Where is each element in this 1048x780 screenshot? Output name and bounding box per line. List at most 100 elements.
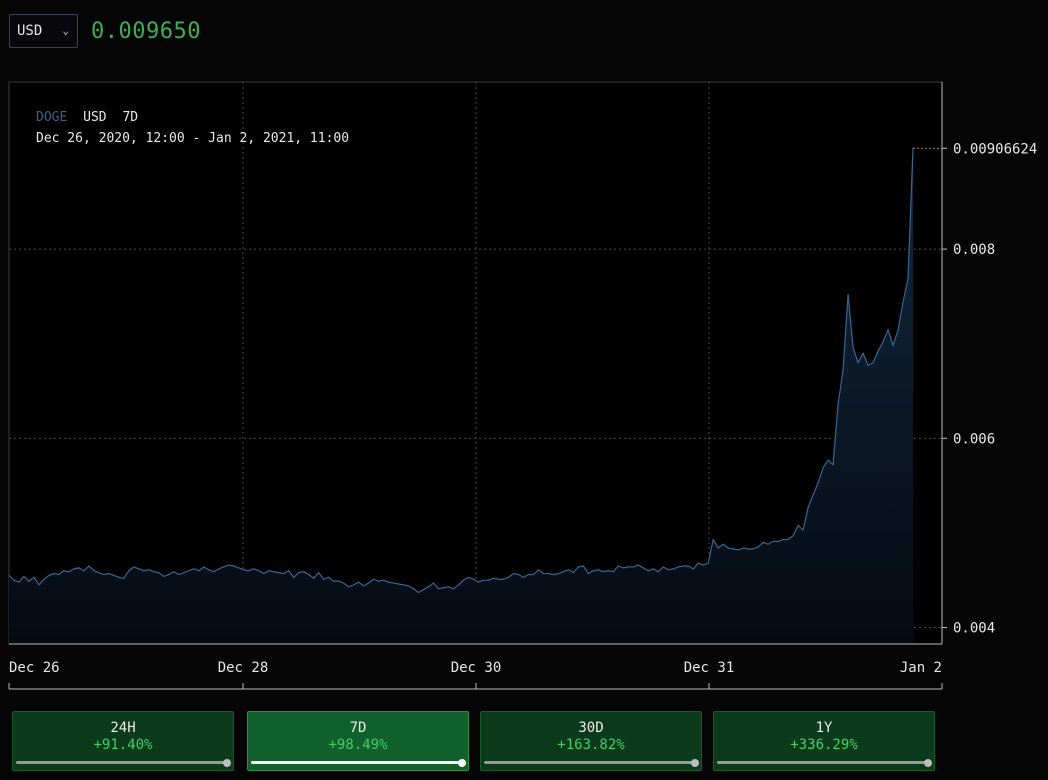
data-point bbox=[712, 538, 714, 541]
data-point bbox=[13, 579, 15, 581]
y-tick-label: 0.004 bbox=[953, 621, 995, 637]
data-point bbox=[68, 571, 70, 573]
data-point bbox=[627, 566, 629, 568]
range-slider-track[interactable] bbox=[251, 758, 466, 767]
data-point bbox=[38, 584, 40, 586]
data-point bbox=[28, 580, 30, 582]
chart-symbol: DOGE bbox=[36, 110, 67, 125]
range-slider-track[interactable] bbox=[16, 758, 231, 767]
currency-select[interactable]: USD ⌄ bbox=[9, 14, 78, 48]
data-point bbox=[243, 569, 245, 571]
data-point bbox=[303, 571, 305, 573]
data-point bbox=[123, 577, 125, 579]
data-point bbox=[462, 579, 465, 581]
data-point bbox=[93, 570, 95, 572]
data-point bbox=[857, 362, 859, 364]
price-area bbox=[8, 147, 914, 644]
data-point bbox=[612, 571, 614, 573]
data-point bbox=[737, 549, 739, 551]
data-point bbox=[288, 570, 290, 572]
data-point bbox=[33, 576, 35, 578]
data-point bbox=[817, 482, 819, 484]
data-point bbox=[687, 565, 689, 567]
range-slider-handle[interactable] bbox=[223, 758, 231, 767]
data-point bbox=[208, 569, 210, 571]
data-point bbox=[178, 573, 180, 576]
data-point bbox=[163, 575, 165, 578]
data-point bbox=[822, 467, 824, 469]
data-point bbox=[567, 569, 569, 571]
data-point bbox=[892, 344, 894, 347]
chart-quote: USD bbox=[83, 110, 107, 125]
range-button-1y[interactable]: 1Y +336.29% bbox=[713, 711, 935, 771]
data-point bbox=[502, 578, 505, 580]
data-point bbox=[697, 562, 699, 564]
price-line bbox=[8, 148, 914, 594]
data-point bbox=[248, 570, 250, 572]
data-point bbox=[637, 564, 639, 566]
data-point bbox=[392, 582, 395, 584]
data-point bbox=[128, 570, 130, 572]
data-point bbox=[702, 564, 704, 566]
data-point bbox=[348, 586, 350, 588]
data-point bbox=[43, 578, 45, 580]
data-point bbox=[882, 341, 884, 343]
data-point bbox=[887, 328, 889, 331]
data-point bbox=[158, 572, 160, 574]
data-point bbox=[557, 572, 559, 575]
data-point bbox=[812, 494, 814, 496]
data-point bbox=[397, 583, 400, 585]
range-slider-handle[interactable] bbox=[691, 758, 699, 767]
data-point bbox=[902, 301, 904, 303]
data-point bbox=[477, 581, 480, 583]
range-slider-handle[interactable] bbox=[458, 758, 466, 767]
data-point bbox=[657, 571, 659, 573]
price-chart: 0.004 0.006 0.008 0.00906624 Dec 26 Dec 28 Dec… bbox=[8, 81, 1037, 690]
data-point bbox=[73, 568, 75, 570]
data-point bbox=[682, 565, 684, 567]
data-point bbox=[412, 588, 415, 590]
data-point bbox=[18, 581, 20, 583]
data-point bbox=[318, 572, 320, 574]
data-point bbox=[363, 585, 365, 587]
data-point bbox=[233, 565, 235, 567]
data-point bbox=[138, 568, 140, 570]
data-point bbox=[732, 548, 734, 550]
axes: 0.004 0.006 0.008 0.00906624 Dec 26 Dec 28 Dec… bbox=[8, 82, 1037, 690]
range-change: +336.29% bbox=[790, 737, 858, 753]
data-point bbox=[23, 575, 25, 578]
range-change: +91.40% bbox=[93, 737, 153, 753]
range-slider-handle[interactable] bbox=[924, 758, 932, 767]
data-point bbox=[722, 543, 724, 545]
data-point bbox=[273, 571, 275, 573]
data-point bbox=[278, 572, 280, 574]
data-point bbox=[98, 572, 100, 574]
x-tick-label: Dec 28 bbox=[218, 660, 269, 676]
data-point bbox=[667, 569, 669, 571]
data-point bbox=[647, 570, 649, 572]
range-slider-track[interactable] bbox=[484, 758, 699, 767]
range-button-24h[interactable]: 24H +91.40% bbox=[12, 711, 234, 771]
data-point bbox=[148, 569, 150, 571]
range-button-7d[interactable]: 7D +98.49% bbox=[247, 711, 469, 771]
range-slider-track[interactable] bbox=[717, 758, 932, 767]
data-point bbox=[283, 572, 285, 575]
data-point bbox=[103, 573, 105, 576]
data-point bbox=[467, 576, 470, 578]
data-point bbox=[482, 579, 485, 581]
x-tick-label: Dec 26 bbox=[9, 660, 60, 676]
data-point bbox=[497, 578, 500, 580]
data-point bbox=[387, 581, 390, 583]
data-point bbox=[368, 582, 370, 584]
range-button-30d[interactable]: 30D +163.82% bbox=[480, 711, 702, 771]
data-point bbox=[532, 573, 535, 576]
range-label: 24H bbox=[110, 720, 136, 736]
data-point bbox=[472, 578, 475, 580]
data-point bbox=[617, 565, 619, 567]
data-point bbox=[193, 568, 195, 570]
data-point bbox=[338, 580, 340, 582]
data-point bbox=[333, 580, 335, 582]
data-point bbox=[767, 543, 769, 545]
data-point bbox=[407, 585, 410, 587]
data-point bbox=[692, 568, 694, 570]
